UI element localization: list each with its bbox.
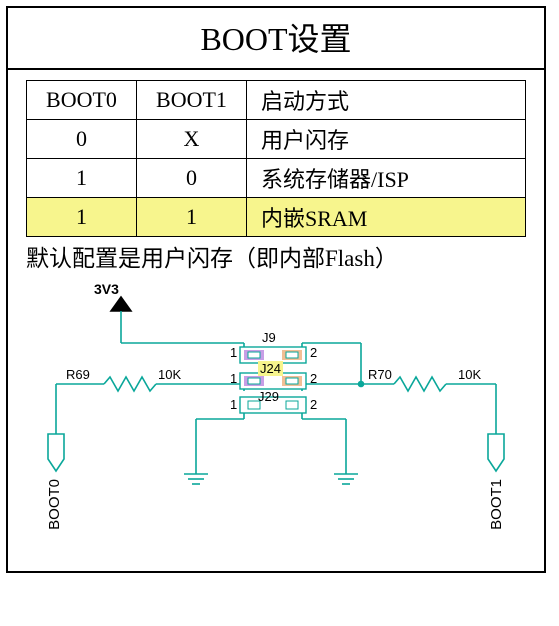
table-row-highlighted: 1 1 内嵌SRAM	[27, 198, 526, 237]
jumper-ref: J9	[262, 330, 276, 345]
pin-num: 1	[230, 397, 237, 412]
table-row: 0 X 用户闪存	[27, 120, 526, 159]
note-text: 默认配置是用户闪存（即内部Flash）	[26, 239, 526, 273]
resistor-val: 10K	[158, 367, 181, 382]
resistor-val: 10K	[458, 367, 481, 382]
cell: 用户闪存	[247, 120, 526, 159]
power-label: 3V3	[94, 281, 119, 297]
pin-num: 2	[310, 371, 317, 386]
cell: 系统存储器/ISP	[247, 159, 526, 198]
col-header: BOOT0	[27, 81, 137, 120]
table-row: 1 0 系统存储器/ISP	[27, 159, 526, 198]
cell: 1	[137, 198, 247, 237]
schematic-svg	[26, 279, 526, 559]
pin-num: 1	[230, 371, 237, 386]
resistor-ref: R70	[368, 367, 392, 382]
net-label-boot1: BOOT1	[488, 479, 505, 530]
table-header-row: BOOT0 BOOT1 启动方式	[27, 81, 526, 120]
boot-table: BOOT0 BOOT1 启动方式 0 X 用户闪存 1 0 系统存储器/ISP …	[26, 80, 526, 237]
content: BOOT0 BOOT1 启动方式 0 X 用户闪存 1 0 系统存储器/ISP …	[8, 70, 544, 571]
pin-num: 2	[310, 345, 317, 360]
col-header: BOOT1	[137, 81, 247, 120]
cell: 1	[27, 159, 137, 198]
cell: X	[137, 120, 247, 159]
title: BOOT设置	[8, 8, 544, 70]
schematic-diagram: 3V3 J9 1 2 J24 1 2 J29 1 2 R69 10K R70 1…	[26, 279, 526, 559]
boot-config-frame: BOOT设置 BOOT0 BOOT1 启动方式 0 X 用户闪存 1 0 系统存…	[6, 6, 546, 573]
cell: 0	[27, 120, 137, 159]
pin-num: 2	[310, 397, 317, 412]
net-label-boot0: BOOT0	[46, 479, 63, 530]
cell: 内嵌SRAM	[247, 198, 526, 237]
col-header: 启动方式	[247, 81, 526, 120]
cell: 1	[27, 198, 137, 237]
jumper-ref: J29	[258, 389, 279, 404]
jumper-ref: J24	[258, 361, 283, 376]
cell: 0	[137, 159, 247, 198]
resistor-ref: R69	[66, 367, 90, 382]
pin-num: 1	[230, 345, 237, 360]
